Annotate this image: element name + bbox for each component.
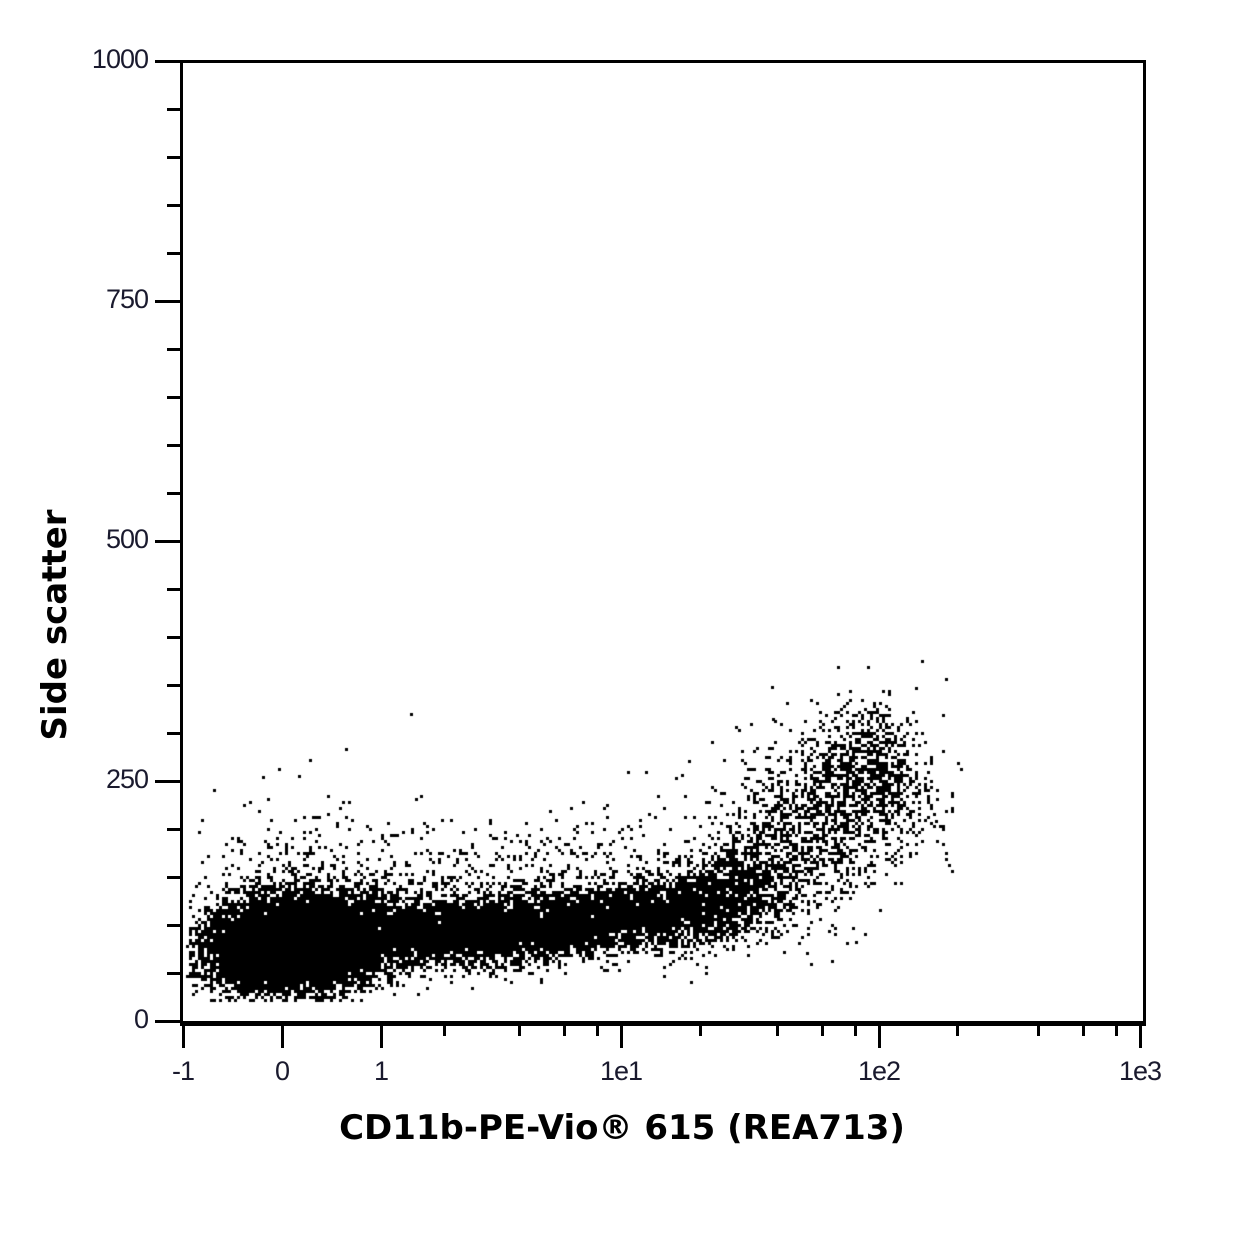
x-minor-tick — [854, 1024, 857, 1036]
y-tick-label: 1000 — [91, 44, 149, 74]
x-tick-label: 1e1 — [599, 1056, 643, 1086]
y-major-tick — [155, 1020, 180, 1023]
y-minor-tick — [167, 828, 180, 831]
x-major-tick — [620, 1024, 623, 1048]
x-major-tick — [380, 1024, 383, 1048]
y-minor-tick — [167, 924, 180, 927]
x-tick-label: 0 — [274, 1056, 290, 1086]
x-minor-tick — [1037, 1024, 1040, 1036]
x-tick-label: 1e2 — [857, 1056, 901, 1086]
y-minor-tick — [167, 444, 180, 447]
plot-frame — [180, 60, 1146, 1026]
x-minor-tick — [518, 1024, 521, 1036]
x-minor-tick — [443, 1024, 446, 1036]
y-tick-label: 250 — [105, 764, 149, 794]
y-minor-tick — [167, 636, 180, 639]
x-major-tick — [182, 1024, 185, 1048]
y-minor-tick — [167, 588, 180, 591]
y-tick-label: 750 — [105, 284, 149, 314]
x-minor-tick — [776, 1024, 779, 1036]
y-major-tick — [155, 780, 180, 783]
y-minor-tick — [167, 204, 180, 207]
x-tick-label: 1 — [373, 1056, 389, 1086]
y-tick-label: 0 — [133, 1004, 149, 1034]
y-axis-title: Side scatter — [35, 509, 75, 741]
y-minor-tick — [167, 108, 180, 111]
x-minor-tick — [1115, 1024, 1118, 1036]
x-tick-label: -1 — [171, 1056, 195, 1086]
y-minor-tick — [167, 156, 180, 159]
y-major-tick — [155, 300, 180, 303]
y-tick-label: 500 — [105, 524, 149, 554]
y-minor-tick — [167, 396, 180, 399]
x-minor-tick — [596, 1024, 599, 1036]
x-minor-tick — [821, 1024, 824, 1036]
x-axis-line — [183, 1021, 1143, 1024]
y-minor-tick — [167, 492, 180, 495]
x-major-tick — [1139, 1024, 1142, 1048]
x-major-tick — [878, 1024, 881, 1048]
y-minor-tick — [167, 732, 180, 735]
x-minor-tick — [956, 1024, 959, 1036]
x-axis-title: CD11b-PE-Vio® 615 (REA713) — [339, 1108, 905, 1148]
y-major-tick — [155, 60, 180, 63]
y-minor-tick — [167, 348, 180, 351]
y-minor-tick — [167, 252, 180, 255]
x-minor-tick — [699, 1024, 702, 1036]
y-major-tick — [155, 540, 180, 543]
y-minor-tick — [167, 684, 180, 687]
x-tick-label: 1e3 — [1118, 1056, 1162, 1086]
y-minor-tick — [167, 876, 180, 879]
x-minor-tick — [563, 1024, 566, 1036]
x-minor-tick — [1082, 1024, 1085, 1036]
x-major-tick — [281, 1024, 284, 1048]
y-minor-tick — [167, 972, 180, 975]
